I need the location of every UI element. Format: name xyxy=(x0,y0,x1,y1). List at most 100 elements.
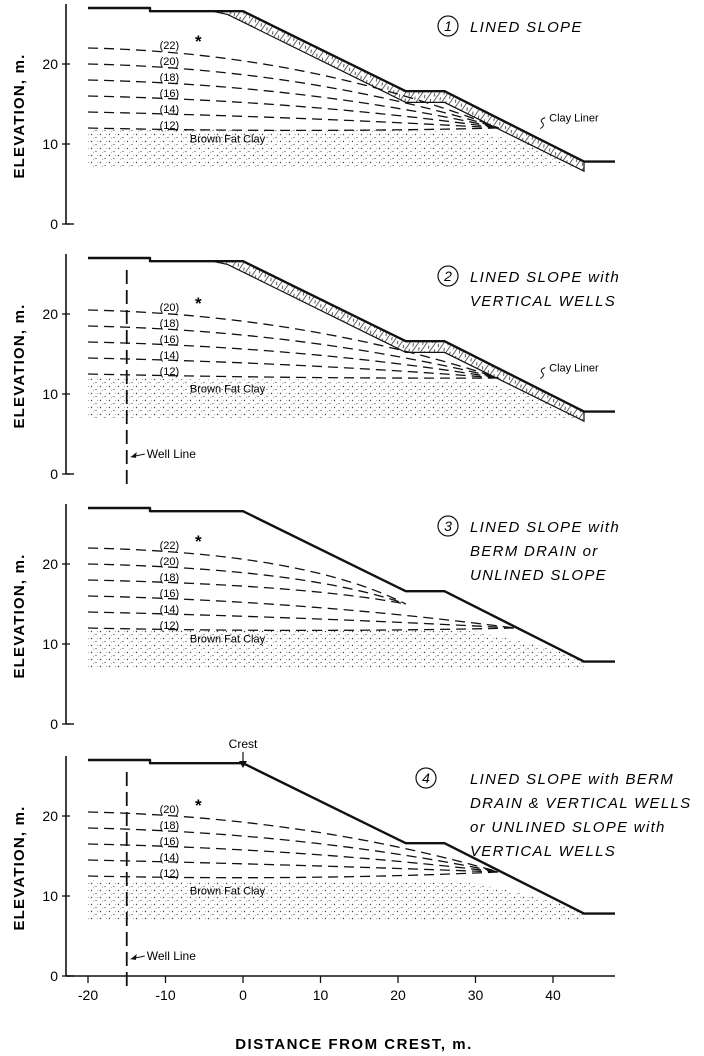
contour-label: (14) xyxy=(160,104,180,116)
contour-line xyxy=(87,563,406,605)
contour-line xyxy=(87,579,406,605)
y-axis-label: ELEVATION, m. xyxy=(11,553,28,678)
y-tick-label: 0 xyxy=(50,968,58,984)
contour-line xyxy=(87,111,499,129)
x-tick-label: 10 xyxy=(313,987,329,1003)
contour-line xyxy=(87,595,515,629)
ground-surface xyxy=(88,6,615,163)
brown-fat-clay-layer xyxy=(88,628,584,668)
case-number-circle xyxy=(437,515,459,537)
case-title-line: BERM DRAIN or xyxy=(470,543,599,560)
y-axis-label: ELEVATION, m. xyxy=(11,805,28,930)
contour-label: (18) xyxy=(160,820,180,832)
contour-label: (18) xyxy=(160,318,180,330)
brown-fat-clay-label: Brown Fat Clay xyxy=(190,133,266,145)
contour-label: (12) xyxy=(160,868,180,880)
contour-label: (18) xyxy=(160,572,180,584)
case-number: 4 xyxy=(422,770,430,786)
contour-label: (20) xyxy=(160,556,180,568)
contour-line xyxy=(87,309,499,379)
case-title-line: LINED SLOPE with xyxy=(470,269,620,286)
x-axis-label: DISTANCE FROM CREST, m. xyxy=(235,1036,473,1053)
brown-fat-clay-label: Brown Fat Clay xyxy=(190,885,266,897)
x-tick-label: 30 xyxy=(468,987,484,1003)
contour-line xyxy=(87,373,499,379)
y-tick-label: 20 xyxy=(42,556,58,572)
case-number: 2 xyxy=(443,268,452,284)
contour-line xyxy=(87,547,407,605)
brown-fat-clay-layer xyxy=(88,128,584,168)
contour-line xyxy=(87,357,499,379)
asterisk-mark: * xyxy=(195,796,202,815)
y-axis-label: ELEVATION, m. xyxy=(11,53,28,178)
contour-line xyxy=(87,95,499,129)
panel-1: 0 10 20 ELEVATION, m. Brown Fat Clay Clay Lin… xyxy=(11,4,615,232)
ground-surface xyxy=(88,256,615,413)
contour-line xyxy=(87,627,515,632)
y-tick-label: 0 xyxy=(50,716,58,732)
contour-line xyxy=(87,47,499,129)
panel-3: 0 10 20 ELEVATION, m. Brown Fat Clay (22) * (20… xyxy=(11,504,620,732)
clay-liner-arrow xyxy=(539,367,546,380)
contour-line xyxy=(87,63,499,129)
y-tick-label: 20 xyxy=(42,306,58,322)
contour-label: (12) xyxy=(160,120,180,132)
x-axis: -20 -10 0 10 20 30 40 xyxy=(66,975,615,1003)
contour-label: (16) xyxy=(160,588,180,600)
asterisk-mark: * xyxy=(195,294,202,313)
case-title-line: VERTICAL WELLS xyxy=(470,843,616,860)
contour-label: (20) xyxy=(160,804,180,816)
contour-label: (16) xyxy=(160,836,180,848)
y-tick-label: 0 xyxy=(50,466,58,482)
contour-label: (20) xyxy=(160,56,180,68)
brown-fat-clay-label: Brown Fat Clay xyxy=(190,633,266,645)
case-title-line: LINED SLOPE xyxy=(470,19,583,36)
brown-fat-clay-layer xyxy=(88,378,584,418)
contour-line xyxy=(87,341,499,379)
ground-surface xyxy=(88,506,615,663)
case-title-line: LINED SLOPE with xyxy=(470,519,620,536)
asterisk-mark: * xyxy=(195,32,202,51)
x-tick-label: 40 xyxy=(545,987,561,1003)
case-number: 1 xyxy=(444,18,452,34)
clay-liner-label: Clay Liner xyxy=(549,113,599,125)
case-number-circle xyxy=(437,15,459,37)
x-tick-label: 0 xyxy=(239,987,247,1003)
contour-label: (20) xyxy=(160,302,180,314)
contour-label: (22) xyxy=(160,540,180,552)
contour-line xyxy=(87,611,515,629)
panel-4: 0 10 20 ELEVATION, m. Brown Fat Clay (20) * (18… xyxy=(11,737,690,988)
contour-label: (18) xyxy=(160,72,180,84)
contour-label: (14) xyxy=(160,350,180,362)
brown-fat-clay-layer xyxy=(88,880,584,920)
contour-label: (22) xyxy=(160,40,180,52)
case-title-line: VERTICAL WELLS xyxy=(470,293,616,310)
x-tick-label: -20 xyxy=(78,987,98,1003)
y-tick-label: 20 xyxy=(42,808,58,824)
case-number-circle xyxy=(415,767,437,789)
y-tick-label: 20 xyxy=(42,56,58,72)
contour-line xyxy=(87,859,499,873)
y-tick-label: 0 xyxy=(50,216,58,232)
asterisk-mark: * xyxy=(195,532,202,551)
y-tick-label: 10 xyxy=(42,136,58,152)
contour-label: (16) xyxy=(160,88,180,100)
y-tick-label: 10 xyxy=(42,386,58,402)
well-line-label: Well Line xyxy=(147,949,196,963)
x-tick-label: -10 xyxy=(155,987,175,1003)
case-number: 3 xyxy=(444,518,452,534)
case-number-circle xyxy=(437,265,459,287)
clay-liner-arrow xyxy=(539,117,546,130)
clay-liner-label: Clay Liner xyxy=(549,363,599,375)
y-tick-label: 10 xyxy=(42,636,58,652)
y-axis-label: ELEVATION, m. xyxy=(11,303,28,428)
contour-label: (12) xyxy=(160,620,180,632)
y-tick-label: 10 xyxy=(42,888,58,904)
case-title-line: or UNLINED SLOPE with xyxy=(470,819,666,836)
case-title-line: UNLINED SLOPE xyxy=(470,567,607,584)
contour-line xyxy=(87,871,499,879)
panel-2: 0 10 20 ELEVATION, m. Brown Fat Clay Clay Lin… xyxy=(11,254,620,486)
contour-line xyxy=(87,811,499,873)
contour-line xyxy=(87,325,499,379)
